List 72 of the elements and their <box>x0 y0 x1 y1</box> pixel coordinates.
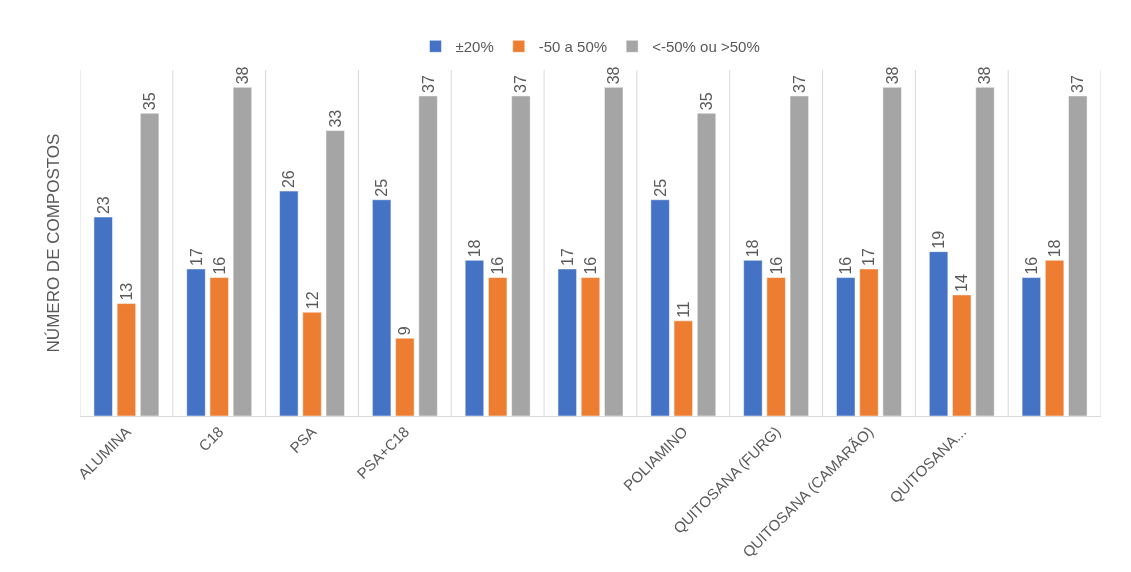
data-label: 17 <box>187 248 205 266</box>
data-label: 38 <box>605 66 623 85</box>
bar <box>580 277 601 416</box>
bar <box>766 277 786 416</box>
data-label: 23 <box>94 196 112 215</box>
bar <box>650 199 670 416</box>
data-label: 17 <box>860 248 878 266</box>
bar <box>859 268 879 416</box>
data-label: 38 <box>976 66 994 85</box>
data-label: 16 <box>1022 256 1040 275</box>
data-label: 37 <box>1069 75 1087 93</box>
bar <box>604 87 624 416</box>
bar <box>186 268 206 416</box>
bar <box>395 337 415 416</box>
data-label: 18 <box>1046 239 1064 258</box>
bar <box>696 113 717 416</box>
data-label: 37 <box>790 75 808 93</box>
x-tick-label: C18 <box>195 422 227 455</box>
data-label: 16 <box>837 256 855 275</box>
bar <box>882 87 902 416</box>
bar <box>557 268 577 416</box>
bar <box>743 260 763 416</box>
data-label: 14 <box>953 274 971 292</box>
data-label: 26 <box>280 170 298 189</box>
data-label: 16 <box>210 256 228 275</box>
data-label: 9 <box>396 326 414 336</box>
data-label: 18 <box>465 239 483 258</box>
data-label: 16 <box>582 256 599 275</box>
bar <box>93 216 113 416</box>
bar <box>1045 260 1065 416</box>
data-label: 11 <box>674 301 692 318</box>
data-label: 16 <box>767 256 785 275</box>
bar <box>372 199 392 416</box>
bar <box>279 190 299 416</box>
data-label: 38 <box>233 66 251 85</box>
bar <box>140 113 160 416</box>
bar <box>1021 277 1041 416</box>
bar <box>975 87 995 416</box>
legend-label: -50 a 50% <box>538 38 608 56</box>
bar <box>418 95 438 416</box>
data-label: 33 <box>326 109 344 128</box>
y-axis-title: NÚMERO DE COMPOSTOS <box>43 133 63 353</box>
x-tick-label: PSA <box>286 422 320 457</box>
bar <box>325 130 345 416</box>
bar <box>302 311 322 416</box>
data-label: 12 <box>303 291 321 310</box>
bar <box>209 277 229 416</box>
bar <box>673 320 693 416</box>
bar <box>952 294 972 416</box>
data-label: 16 <box>489 256 507 275</box>
data-label: 25 <box>651 178 669 197</box>
data-label: 35 <box>141 92 159 111</box>
bar <box>488 277 508 416</box>
data-label: 18 <box>744 239 762 258</box>
data-label: 25 <box>373 178 391 197</box>
legend-label: ±20% <box>455 38 494 56</box>
data-label: 37 <box>419 75 437 93</box>
bar <box>464 260 485 416</box>
data-label: 37 <box>512 75 530 93</box>
bar <box>789 95 809 416</box>
data-label: 38 <box>883 66 901 85</box>
data-label: 13 <box>117 282 135 301</box>
bar <box>116 303 136 416</box>
bar <box>232 87 252 416</box>
bar <box>511 95 531 416</box>
data-label: 35 <box>698 92 716 111</box>
bar <box>929 251 949 416</box>
bar <box>836 277 856 416</box>
bar <box>1068 95 1088 416</box>
legend-label: <-50% ou >50% <box>652 38 760 56</box>
data-label: 17 <box>558 248 576 266</box>
data-label: 19 <box>930 230 948 249</box>
